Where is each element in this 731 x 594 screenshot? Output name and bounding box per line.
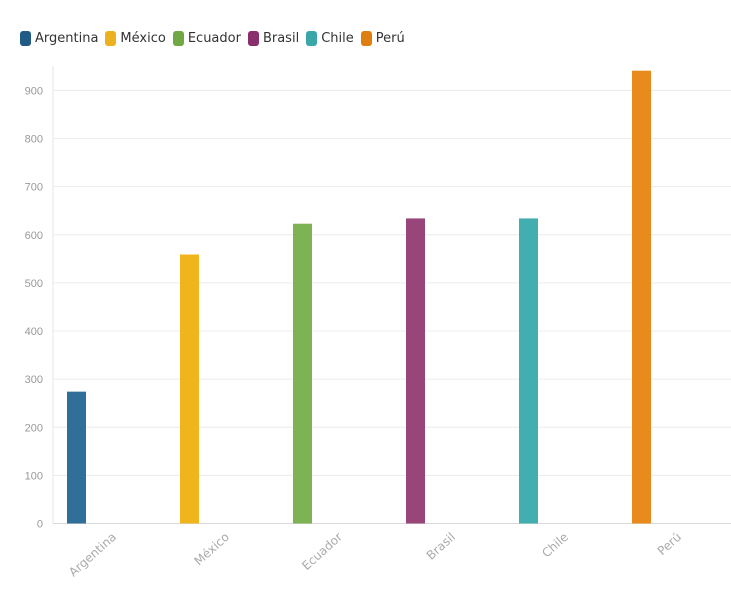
legend: Argentina México Ecuador Brasil Chile Perú <box>20 28 412 48</box>
y-tick-label: 0 <box>37 519 43 531</box>
legend-label: Ecuador <box>187 30 241 46</box>
legend-label: Brasil <box>262 30 300 46</box>
legend-label: Perú <box>375 30 405 46</box>
legend-label: Argentina <box>35 30 99 46</box>
y-tick-label: 800 <box>25 134 43 146</box>
y-tick-label: 700 <box>25 182 43 194</box>
legend-swatch <box>20 30 31 46</box>
legend-item-0[interactable]: Argentina <box>20 30 99 46</box>
legend-swatch <box>172 30 184 46</box>
legend-item-5[interactable]: Perú <box>360 30 405 46</box>
bar[interactable] <box>632 70 651 524</box>
legend-item-1[interactable]: México <box>105 30 166 46</box>
x-category-label: Perú <box>655 530 684 558</box>
y-tick-label: 300 <box>25 374 43 386</box>
x-category-label: México <box>191 530 232 568</box>
x-category-label: Ecuador <box>299 530 345 573</box>
x-category-label: Chile <box>539 530 571 561</box>
legend-item-3[interactable]: Brasil <box>247 30 300 46</box>
y-tick-label: 600 <box>25 230 43 242</box>
x-category-label: Brasil <box>424 530 458 563</box>
y-tick-label: 500 <box>25 278 43 290</box>
bar[interactable] <box>180 254 199 524</box>
legend-label: México <box>120 30 166 46</box>
legend-swatch <box>360 30 372 46</box>
y-tick-label: 200 <box>25 422 43 434</box>
y-tick-label: 900 <box>25 85 43 97</box>
bar[interactable] <box>293 223 312 524</box>
y-tick-label: 100 <box>25 470 43 482</box>
legend-swatch <box>306 30 318 46</box>
legend-item-2[interactable]: Ecuador <box>172 30 241 46</box>
bar[interactable] <box>67 391 86 524</box>
legend-label: Chile <box>321 30 354 46</box>
bar[interactable] <box>406 218 425 524</box>
bar[interactable] <box>519 218 538 524</box>
x-category-label: Argentina <box>66 530 119 580</box>
legend-swatch <box>105 30 117 46</box>
y-tick-label: 400 <box>25 326 43 338</box>
legend-item-4[interactable]: Chile <box>306 30 354 46</box>
legend-swatch <box>247 30 259 46</box>
